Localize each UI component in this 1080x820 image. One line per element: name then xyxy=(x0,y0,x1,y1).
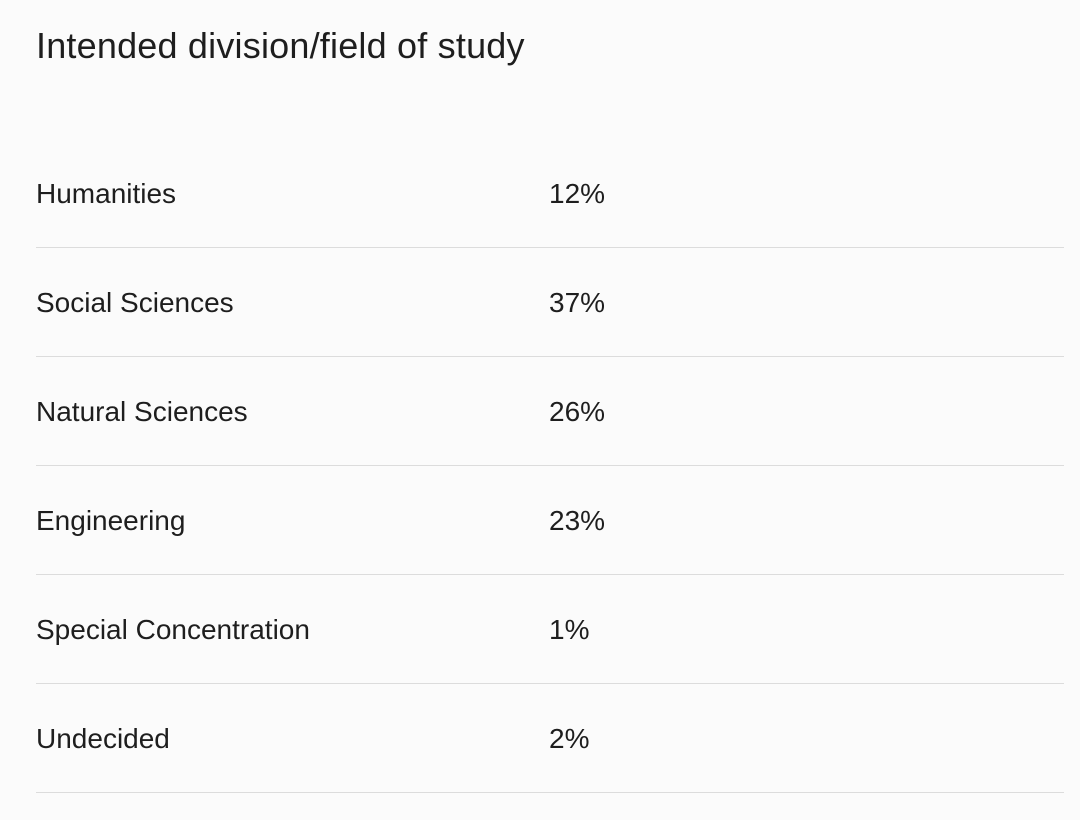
row-label: Natural Sciences xyxy=(36,396,248,427)
row-value: 1% xyxy=(549,614,590,645)
row-value: 26% xyxy=(549,396,606,427)
row-value: 12% xyxy=(549,178,606,209)
table-row: Social Sciences 37% xyxy=(36,248,1064,357)
row-label: Humanities xyxy=(36,178,177,209)
row-value: 2% xyxy=(549,723,590,754)
row-label: Engineering xyxy=(36,505,186,536)
table-row: Special Concentration 1% xyxy=(36,575,1064,684)
table-row: Engineering 23% xyxy=(36,466,1064,575)
table-row: Humanities 12% xyxy=(36,139,1064,248)
table-row: Natural Sciences 26% xyxy=(36,357,1064,466)
row-value: 23% xyxy=(549,505,606,536)
row-label: Special Concentration xyxy=(36,614,310,645)
row-label: Social Sciences xyxy=(36,287,234,318)
row-value: 37% xyxy=(549,287,606,318)
table-row: Undecided 2% xyxy=(36,684,1064,793)
field-of-study-table: Humanities 12% Social Sciences 37% Natur… xyxy=(36,139,1064,793)
row-label: Undecided xyxy=(36,723,170,754)
section-title: Intended division/field of study xyxy=(36,25,525,66)
